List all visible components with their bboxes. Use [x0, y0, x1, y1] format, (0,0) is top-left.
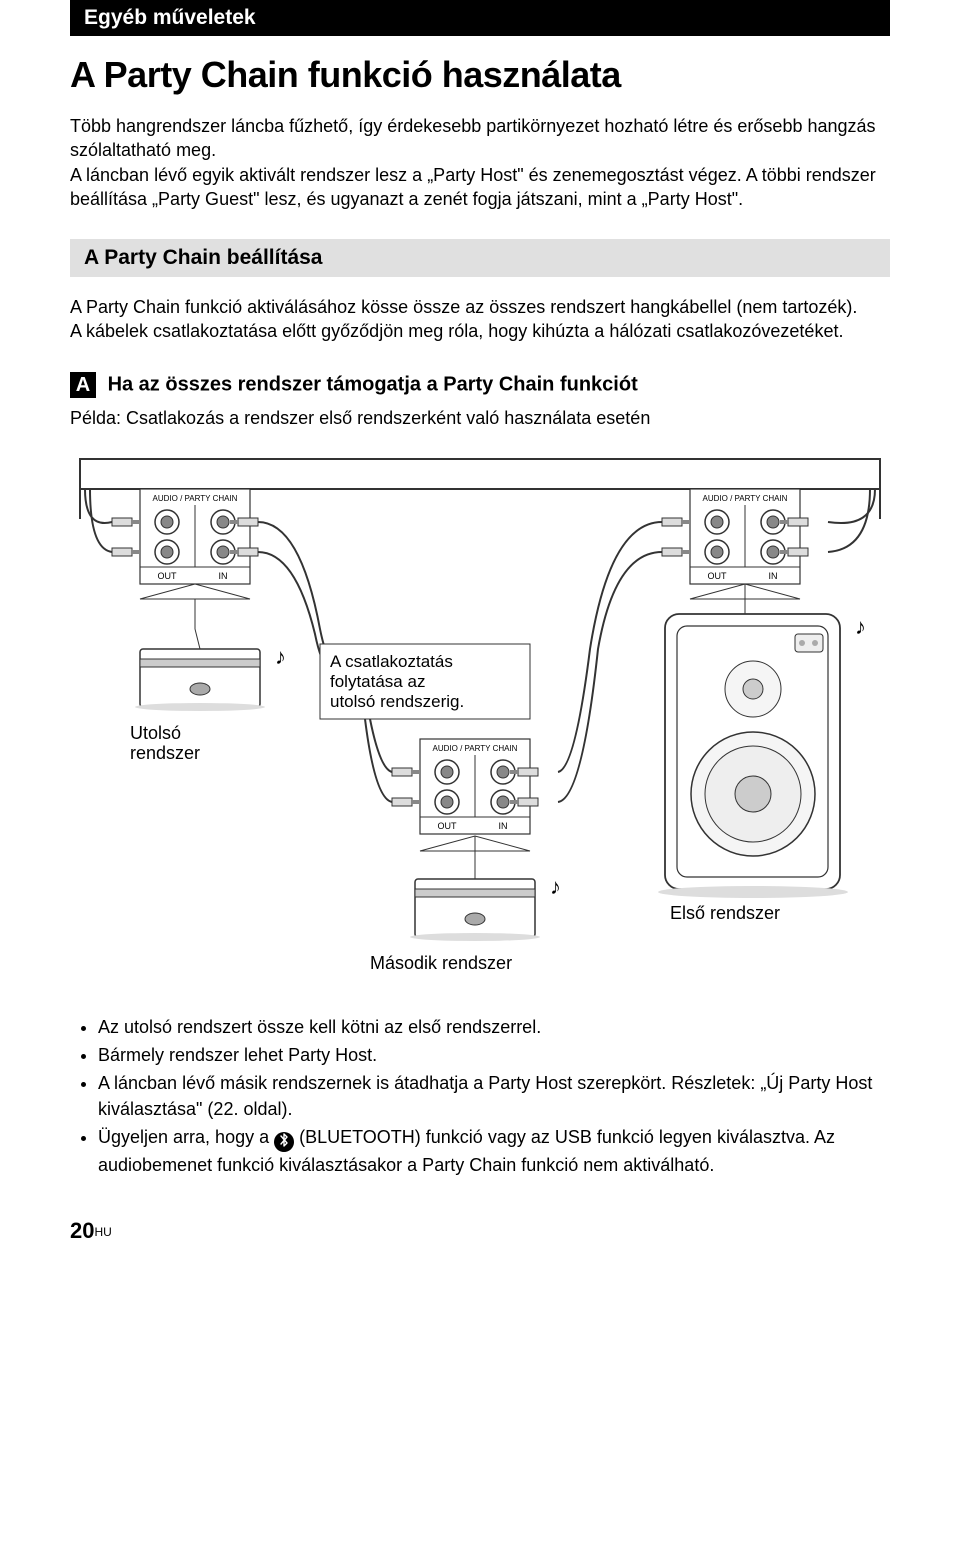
- page-number: 20HU: [70, 1218, 112, 1244]
- example-line: Példa: Csatlakozás a rendszer első rends…: [70, 408, 890, 429]
- setup-p1: A Party Chain funkció aktiválásához köss…: [70, 297, 857, 317]
- main-title: A Party Chain funkció használata: [70, 54, 890, 96]
- connection-diagram: AUDIO / PARTY CHAIN L R OUT IN: [70, 449, 890, 984]
- svg-text:rendszer: rendszer: [130, 743, 200, 763]
- scenario-letter-box: A: [70, 372, 96, 398]
- setup-p2: A kábelek csatlakoztatása előtt győződjö…: [70, 321, 843, 341]
- intro-paragraphs: Több hangrendszer láncba fűzhető, így ér…: [70, 114, 890, 211]
- sub-bar: A Party Chain beállítása: [70, 239, 890, 277]
- scenario-title: Ha az összes rendszer támogatja a Party …: [108, 373, 638, 395]
- diagram-svg: AUDIO / PARTY CHAIN L R OUT IN: [70, 449, 890, 979]
- bullet-2: Bármely rendszer lehet Party Host.: [98, 1042, 890, 1068]
- last-system-label: Utolsó: [130, 723, 181, 743]
- intro-p2: A láncban lévő egyik aktivált rendszer l…: [70, 165, 876, 209]
- second-system-label: Második rendszer: [370, 953, 512, 973]
- bullet-1: Az utolsó rendszert össze kell kötni az …: [98, 1014, 890, 1040]
- first-system-label: Első rendszer: [670, 903, 780, 923]
- bullet-4: Ügyeljen arra, hogy a (BLUETOOTH) funkci…: [98, 1124, 890, 1178]
- setup-paragraphs: A Party Chain funkció aktiválásához köss…: [70, 295, 890, 344]
- first-system-speaker: [658, 614, 848, 898]
- svg-text:utolsó rendszerig.: utolsó rendszerig.: [330, 692, 464, 711]
- bullet-list: Az utolsó rendszert össze kell kötni az …: [70, 1014, 890, 1178]
- bullet-3: A láncban lévő másik rendszernek is átad…: [98, 1070, 890, 1122]
- section-bar: Egyéb műveletek: [70, 0, 890, 36]
- continue-label-1: A csatlakoztatás: [330, 652, 453, 671]
- bluetooth-icon: [274, 1132, 294, 1152]
- scenario-heading: A Ha az összes rendszer támogatja a Part…: [70, 372, 890, 398]
- svg-text:folytatása az: folytatása az: [330, 672, 425, 691]
- intro-p1: Több hangrendszer láncba fűzhető, így ér…: [70, 116, 876, 160]
